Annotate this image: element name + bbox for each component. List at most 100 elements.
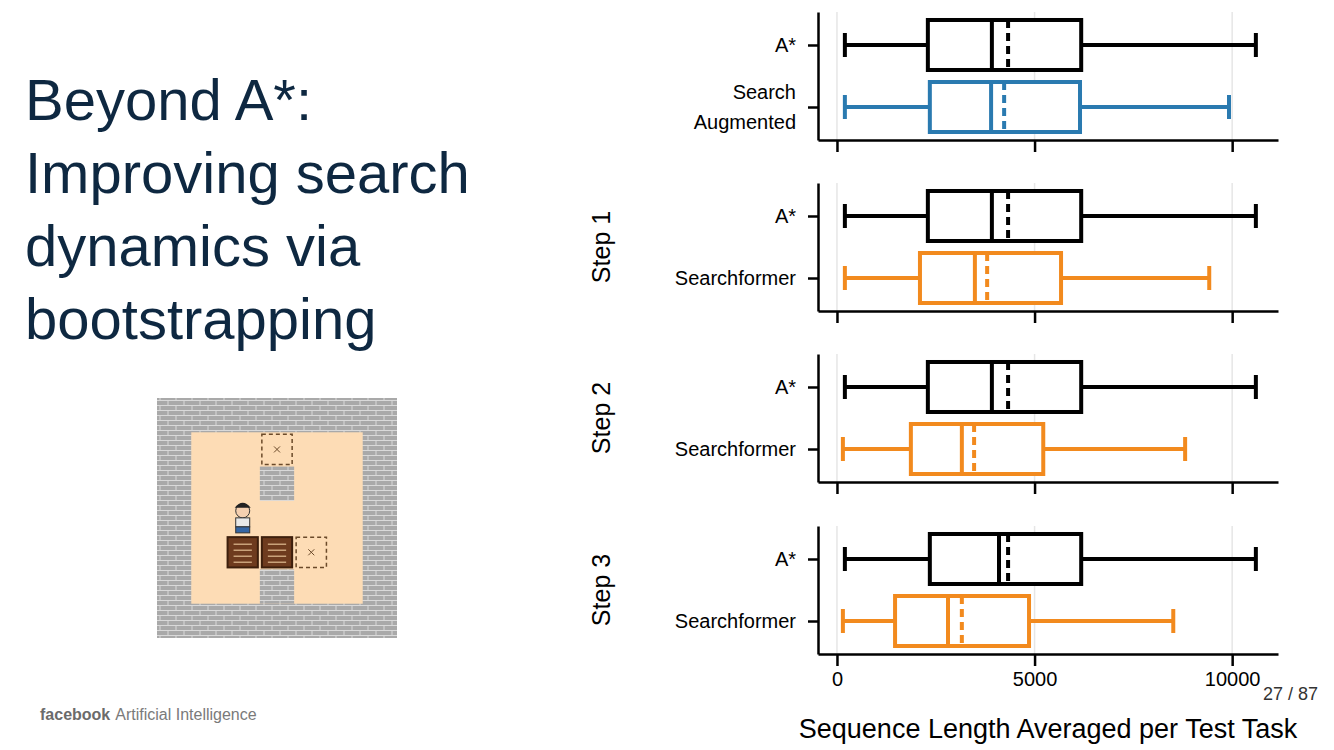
y-tick: Searchformer — [675, 438, 818, 460]
mean-line — [1006, 362, 1010, 412]
whisker-high — [1043, 447, 1185, 451]
category-label: Searchformer — [675, 267, 796, 289]
footer-brand: facebook — [40, 706, 110, 723]
box-panel: A*SearchAugmented — [694, 12, 1279, 152]
median-line — [990, 191, 994, 241]
slide: Beyond A*:Improving searchdynamics viabo… — [0, 0, 1334, 750]
whisker-low — [845, 105, 930, 109]
grid-line — [836, 354, 838, 482]
category-label-line: Search — [733, 81, 796, 103]
page-number: 27 / 87 — [1263, 684, 1318, 704]
x-axis-title: Sequence Length Averaged per Test Task — [799, 714, 1298, 744]
tick-mark — [1231, 311, 1234, 323]
x-axis — [819, 482, 1279, 494]
median-line — [960, 424, 964, 474]
y-axis: A*Searchformer — [675, 527, 819, 655]
slide-title: Beyond A*: — [25, 67, 312, 132]
mean-line — [1002, 82, 1006, 132]
box — [843, 596, 1173, 646]
whisker-cap-low — [843, 375, 847, 399]
mean-line — [985, 253, 989, 303]
box — [845, 534, 1256, 584]
box — [845, 362, 1256, 412]
axis-line — [817, 13, 820, 141]
whisker-low — [845, 385, 928, 389]
slide-title: bootstrapping — [25, 286, 376, 351]
panel-label: Step 3 — [587, 554, 615, 626]
target — [262, 434, 292, 464]
whisker-cap-high — [1254, 33, 1258, 57]
category-label-line: Augmented — [694, 111, 796, 133]
target — [296, 537, 326, 567]
mean-line — [1006, 20, 1010, 70]
crate-slats — [268, 544, 286, 562]
whisker-cap-high — [1207, 266, 1211, 290]
x-tick — [1232, 482, 1233, 494]
x-tick — [1035, 311, 1036, 323]
whisker-high — [1080, 105, 1229, 109]
box — [845, 20, 1256, 70]
box-panel: A*Searchformer Step 1 — [587, 183, 1279, 323]
axis-line — [819, 653, 1279, 656]
grid-line — [1231, 526, 1233, 654]
whisker-cap-low — [843, 266, 847, 290]
whisker-high — [1081, 214, 1256, 218]
tick-mark — [808, 386, 818, 389]
tick-mark — [808, 558, 818, 561]
x-tick: 10000 — [1205, 654, 1261, 690]
y-tick: Search Augmented — [694, 81, 818, 133]
y-axis: A*Searchformer — [675, 184, 819, 312]
x-tick — [1232, 311, 1233, 323]
box-panel: 0500010000A*SearchformerStep 3Sequence L… — [587, 526, 1298, 744]
axis-line — [819, 481, 1279, 484]
crate — [228, 537, 258, 567]
panel-label: Step 2 — [587, 382, 615, 454]
tick-mark — [808, 620, 818, 623]
median-line — [990, 20, 994, 70]
grid-line — [1231, 12, 1233, 140]
box-iqr — [928, 362, 1081, 412]
slide-title: dynamics via — [25, 213, 361, 278]
box-marks — [845, 191, 1256, 303]
y-axis: A*SearchAugmented — [694, 13, 819, 141]
tick-mark — [836, 140, 839, 152]
whisker-high — [1081, 385, 1256, 389]
x-tick — [1035, 482, 1036, 494]
box-panel: A* Searchformer Step 2 — [587, 354, 1279, 494]
whisker-cap-low — [843, 33, 847, 57]
floor — [191, 432, 362, 603]
whisker-low — [843, 447, 911, 451]
median-line — [989, 82, 993, 132]
whisker-cap-high — [1227, 95, 1231, 119]
tick-mark — [1231, 140, 1234, 152]
panel-label: Step 1 — [587, 211, 615, 283]
axis-line — [817, 355, 820, 483]
x-tick: 5000 — [1013, 654, 1058, 690]
tick-mark — [808, 277, 818, 280]
x-tick — [837, 482, 838, 494]
axis-line — [817, 527, 820, 655]
box-iqr — [920, 253, 1061, 303]
tick-mark — [1231, 482, 1234, 494]
grid-line — [836, 183, 838, 311]
tick-mark — [1034, 311, 1037, 323]
wall — [260, 569, 294, 603]
y-tick: A* — [775, 376, 818, 398]
box-marks — [845, 20, 1256, 132]
crate — [262, 537, 292, 567]
grid-line — [1231, 354, 1233, 482]
y-tick: Searchformer — [675, 267, 818, 289]
whisker-cap-low — [843, 95, 847, 119]
grid-line — [836, 12, 838, 140]
tick-mark — [1034, 140, 1037, 152]
wall — [157, 398, 397, 638]
whisker-high — [1061, 276, 1209, 280]
median-line — [997, 534, 1001, 584]
median-line — [946, 596, 950, 646]
whisker-cap-high — [1254, 375, 1258, 399]
tick-label: 10000 — [1205, 668, 1261, 690]
tick-mark — [808, 215, 818, 218]
grid-line — [1231, 183, 1233, 311]
whisker-cap-high — [1254, 204, 1258, 228]
mean-line — [1006, 191, 1010, 241]
